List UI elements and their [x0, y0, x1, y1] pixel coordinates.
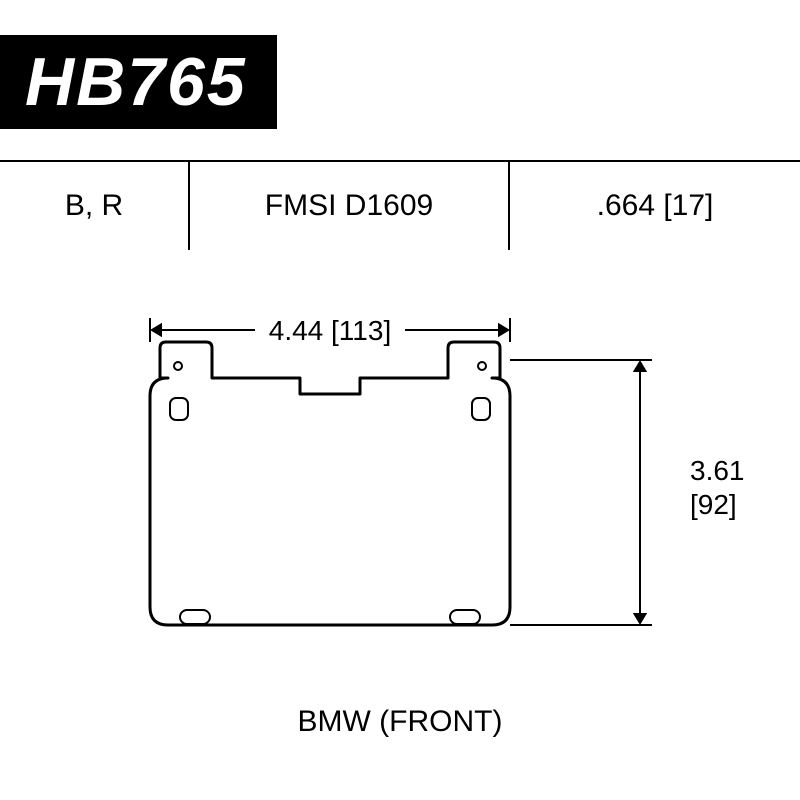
fmsi-text: FMSI D1609 — [265, 189, 433, 223]
part-number: HB765 — [25, 44, 247, 120]
diagram-area: 4.44 [113] 3.61[92] — [0, 280, 800, 720]
spec-row: B, R FMSI D1609 .664 [17] — [0, 160, 800, 250]
spec-thickness: .664 [17] — [510, 162, 800, 250]
caption: BMW (FRONT) — [0, 705, 800, 739]
svg-text:[92]: [92] — [690, 489, 737, 520]
compounds-text: B, R — [65, 189, 123, 223]
svg-text:4.44 [113]: 4.44 [113] — [269, 315, 391, 346]
spec-compounds: B, R — [0, 162, 190, 250]
brake-pad-diagram: 4.44 [113] 3.61[92] — [0, 280, 800, 720]
thickness-text: .664 [17] — [597, 189, 714, 223]
svg-text:3.61: 3.61 — [690, 455, 745, 486]
spec-fmsi: FMSI D1609 — [190, 162, 510, 250]
part-number-header: HB765 — [0, 35, 277, 129]
caption-text: BMW (FRONT) — [298, 705, 503, 738]
